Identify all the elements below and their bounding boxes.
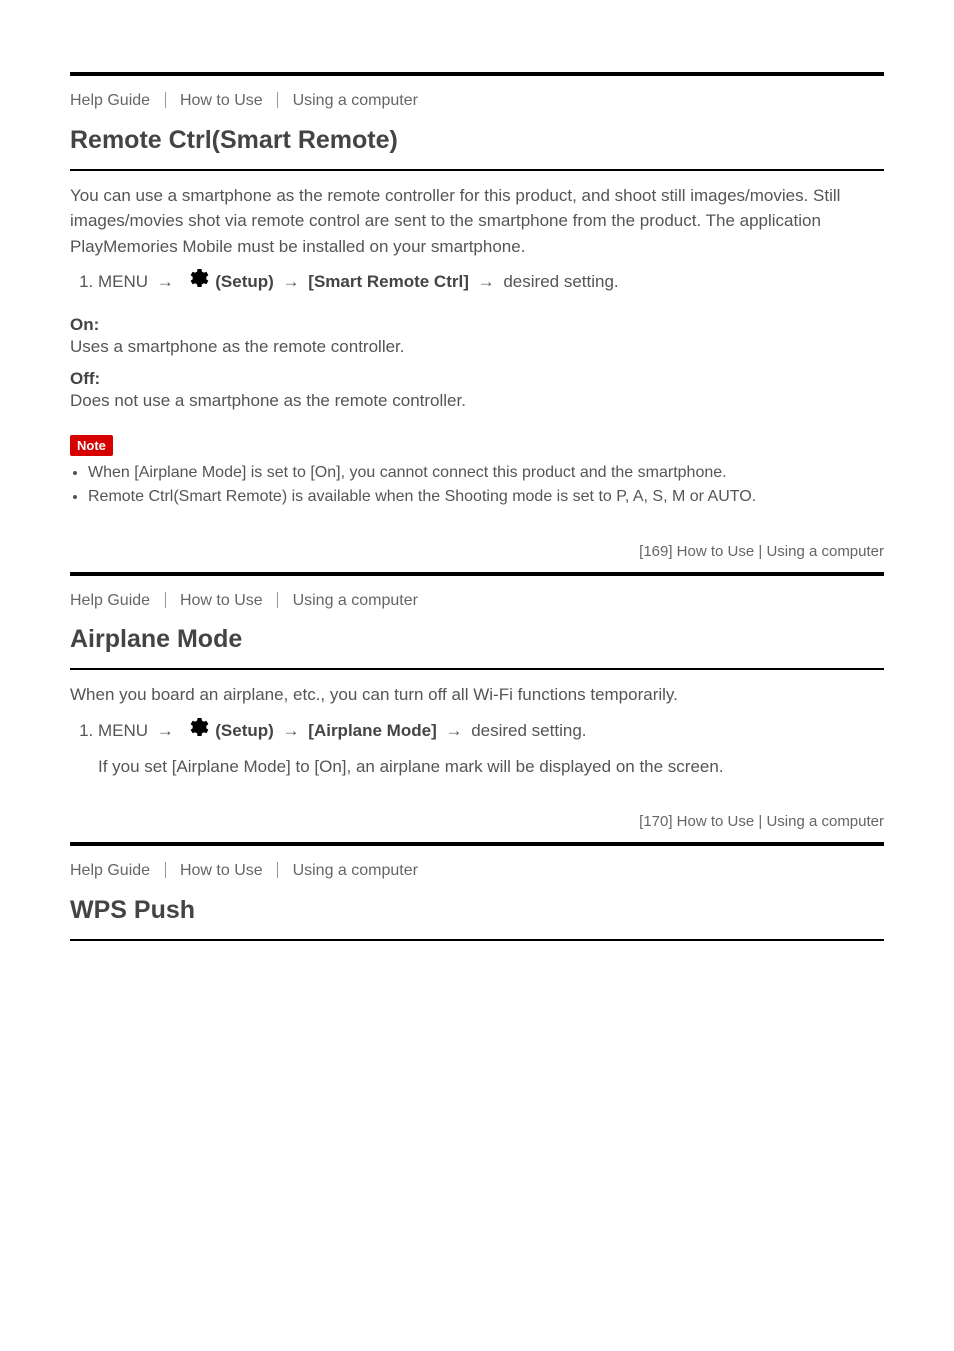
section-remote-ctrl: Help Guide How to Use Using a computer R… <box>70 72 884 560</box>
section-id: [170] How to Use | Using a computer <box>70 813 884 830</box>
crumb: How to Use <box>180 592 263 609</box>
divider <box>70 668 884 670</box>
intro-text: You can use a smartphone as the remote c… <box>70 183 884 260</box>
settings-setup-label: (Setup) <box>215 272 274 291</box>
arrow-right-icon: → <box>445 721 462 740</box>
crumb: How to Use <box>180 862 263 879</box>
crumb-separator <box>277 862 278 878</box>
section-title: Airplane Mode <box>70 625 884 654</box>
note-badge: Note <box>70 435 113 456</box>
crumb-separator <box>165 92 166 108</box>
divider <box>70 169 884 171</box>
menu-label: MENU <box>98 272 148 291</box>
arrow-right-icon: → <box>157 721 174 740</box>
tail-text: If you set [Airplane Mode] to [On], an a… <box>98 754 884 780</box>
settings-setup-label: (Setup) <box>215 721 274 740</box>
option-tail: desired setting. <box>503 272 618 291</box>
gear-icon <box>185 715 209 739</box>
crumb: Using a computer <box>293 862 418 879</box>
divider <box>70 72 884 76</box>
option-label: [Airplane Mode] <box>308 721 436 740</box>
menu-label: MENU <box>98 721 148 740</box>
breadcrumb: Help Guide How to Use Using a computer <box>70 588 884 614</box>
breadcrumb: Help Guide How to Use Using a computer <box>70 858 884 884</box>
arrow-right-icon: → <box>478 272 495 291</box>
section-wps-push: Help Guide How to Use Using a computer W… <box>70 842 884 941</box>
crumb: How to Use <box>180 92 263 109</box>
crumb: Using a computer <box>293 592 418 609</box>
note-item: Remote Ctrl(Smart Remote) is available w… <box>88 486 884 508</box>
crumb-separator <box>277 592 278 608</box>
def-term: Off: <box>70 369 884 389</box>
def-description: Uses a smartphone as the remote controll… <box>70 337 884 357</box>
section-title: WPS Push <box>70 896 884 925</box>
menu-path: MENU → (Setup) → [Airplane Mode] → desir… <box>98 714 884 748</box>
gear-icon <box>185 266 209 290</box>
option-tail: desired setting. <box>471 721 586 740</box>
divider <box>70 939 884 941</box>
crumb: Help Guide <box>70 92 150 109</box>
section-airplane-mode: Help Guide How to Use Using a computer A… <box>70 572 884 831</box>
section-id: [169] How to Use | Using a computer <box>70 543 884 560</box>
arrow-right-icon: → <box>283 721 300 740</box>
divider <box>70 572 884 576</box>
option-label: [Smart Remote Ctrl] <box>308 272 469 291</box>
def-term: On: <box>70 315 884 335</box>
intro-text: When you board an airplane, etc., you ca… <box>70 682 884 708</box>
crumb: Help Guide <box>70 862 150 879</box>
crumb-separator <box>165 592 166 608</box>
crumb: Using a computer <box>293 92 418 109</box>
section-title: Remote Ctrl(Smart Remote) <box>70 126 884 155</box>
note-item: When [Airplane Mode] is set to [On], you… <box>88 462 884 484</box>
def-description: Does not use a smartphone as the remote … <box>70 391 884 411</box>
crumb: Help Guide <box>70 592 150 609</box>
note-list: When [Airplane Mode] is set to [On], you… <box>88 462 884 509</box>
divider <box>70 842 884 846</box>
page: Help Guide How to Use Using a computer R… <box>0 0 954 1351</box>
arrow-right-icon: → <box>283 272 300 291</box>
crumb-separator <box>277 92 278 108</box>
breadcrumb: Help Guide How to Use Using a computer <box>70 88 884 114</box>
arrow-right-icon: → <box>157 272 174 291</box>
menu-path: MENU → (Setup) → [Smart Remote Ctrl] → d… <box>98 265 884 299</box>
crumb-separator <box>165 862 166 878</box>
